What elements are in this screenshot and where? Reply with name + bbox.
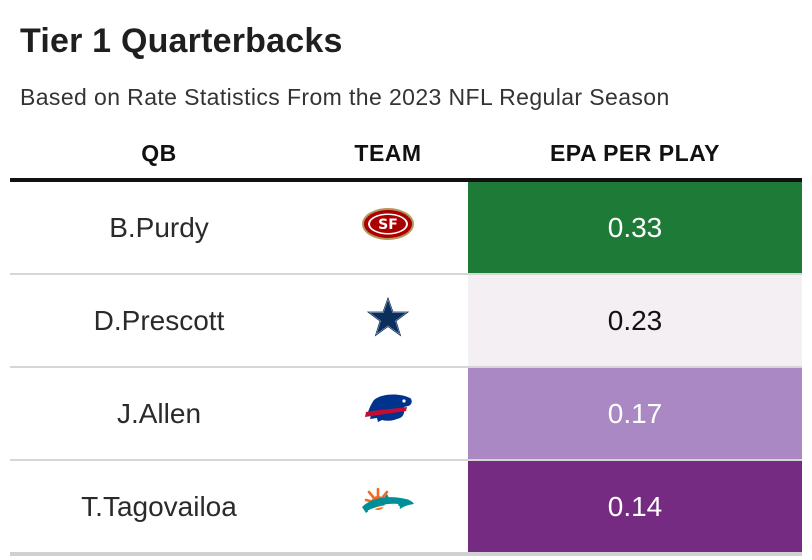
cowboys-star-logo-icon	[365, 297, 411, 337]
team-cell	[308, 368, 468, 459]
qb-name: B.Purdy	[109, 211, 209, 243]
column-header-team: TEAM	[354, 139, 422, 166]
page-subtitle: Based on Rate Statistics From the 2023 N…	[20, 84, 670, 110]
page-title: Tier 1 Quarterbacks	[20, 22, 343, 60]
qb-table: QB TEAM EPA PER PLAY B.Purdy SF 0.33 D.P…	[10, 128, 802, 556]
dolphins-logo-icon	[362, 487, 414, 513]
49ers-logo-icon: SF	[362, 208, 414, 240]
table-row: T.Tagovailoa 0.14	[10, 461, 802, 556]
qb-name: J.Allen	[116, 397, 202, 429]
bills-logo-icon	[365, 394, 412, 422]
epa-value: 0.23	[468, 275, 802, 366]
table-row: B.Purdy SF 0.33	[10, 182, 802, 275]
epa-value: 0.33	[468, 182, 802, 273]
column-header-qb: QB	[141, 139, 177, 166]
team-cell	[308, 461, 468, 552]
table-header: QB TEAM EPA PER PLAY	[10, 128, 802, 182]
team-cell: SF	[308, 182, 468, 273]
svg-text:SF: SF	[378, 217, 398, 233]
epa-value: 0.17	[468, 368, 802, 459]
epa-value: 0.14	[468, 461, 802, 552]
qb-name: T.Tagovailoa	[81, 490, 237, 522]
team-cell	[308, 275, 468, 366]
qb-name: D.Prescott	[93, 304, 225, 336]
column-header-epa: EPA PER PLAY	[549, 139, 721, 166]
table-row: J.Allen 0.17	[10, 368, 802, 461]
table-row: D.Prescott 0.23	[10, 275, 802, 368]
